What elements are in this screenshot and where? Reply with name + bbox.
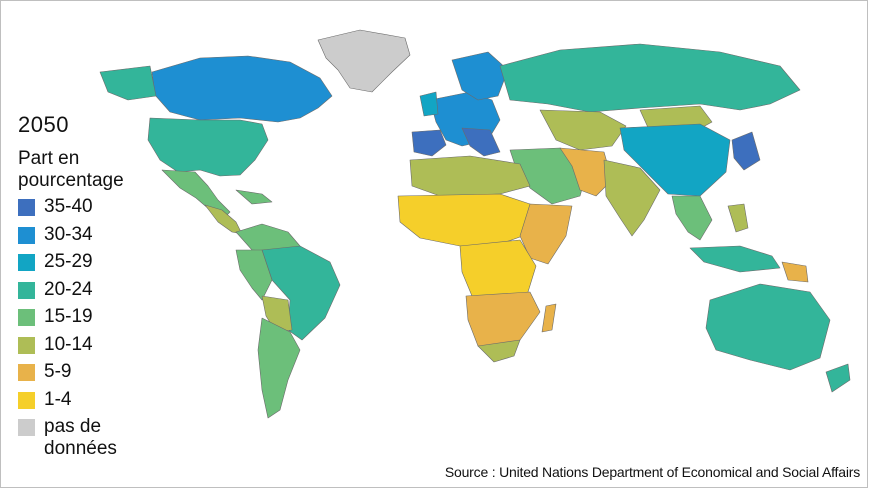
legend-title: Part en pourcentage: [18, 148, 124, 191]
region-india: [603, 159, 661, 237]
legend-year: 2050: [18, 112, 69, 137]
region-caribbean: [235, 189, 273, 205]
region-russia: [499, 43, 801, 113]
region-chile-argentina: [257, 317, 301, 419]
legend-label: pas de données: [44, 416, 117, 459]
legend-item: pas de données: [18, 416, 168, 459]
legend-label: 35-40: [44, 196, 93, 217]
region-philippines: [727, 203, 749, 233]
legend-label: 25-29: [44, 251, 93, 272]
legend-label: 30-34: [44, 223, 93, 245]
region-alaska: [99, 65, 157, 101]
region-canada: [151, 55, 333, 123]
legend-item: 5-9: [18, 361, 168, 389]
region-north-africa: [409, 155, 531, 197]
legend: 2050 Part en pourcentage 35-40 30-34 25-29…: [18, 112, 168, 459]
legend-items: 35-40 30-34 25-29 20-24 15-19 10-14 5-9 1-4 pas …: [18, 196, 168, 459]
region-iberia: [411, 129, 447, 157]
legend-swatch: [18, 391, 35, 409]
region-sahel-west-africa: [397, 193, 541, 247]
legend-label: 15-19: [44, 306, 93, 327]
region-uk: [419, 91, 439, 117]
region-papua: [781, 261, 809, 283]
region-iran-pakistan: [559, 147, 613, 197]
region-madagascar: [541, 303, 557, 333]
legend-swatch: [18, 254, 35, 271]
legend-label: 1-4: [44, 388, 72, 410]
region-central-asia: [539, 109, 627, 151]
legend-item: 20-24: [18, 279, 168, 307]
region-east-africa: [519, 203, 573, 265]
legend-item: 30-34: [18, 224, 168, 252]
region-australia: [705, 283, 831, 371]
legend-item: 25-29: [18, 251, 168, 279]
legend-swatch: [18, 364, 35, 381]
region-brazil: [261, 245, 341, 341]
legend-item: 35-40: [18, 196, 168, 224]
source-note: Source : United Nations Department of Ec…: [444, 464, 860, 480]
region-southeast-asia: [671, 195, 713, 241]
legend-item: 10-14: [18, 334, 168, 362]
legend-label: 5-9: [44, 361, 72, 382]
region-usa: [147, 117, 269, 177]
legend-swatch: [18, 336, 35, 354]
region-south-africa: [477, 339, 521, 363]
region-scandinavia: [451, 51, 509, 101]
region-central-africa: [459, 239, 537, 301]
region-andes: [235, 249, 273, 301]
region-japan-korea: [731, 131, 761, 171]
region-italy-balkans: [461, 127, 501, 157]
region-indonesia: [689, 245, 781, 273]
legend-swatch: [18, 309, 35, 326]
region-greenland: [317, 29, 411, 93]
legend-label: 20-24: [44, 278, 93, 300]
legend-swatch: [18, 226, 35, 244]
legend-item: 15-19: [18, 306, 168, 334]
legend-label: 10-14: [44, 333, 93, 355]
legend-item: 1-4: [18, 389, 168, 417]
legend-swatch: [18, 419, 35, 436]
legend-swatch: [18, 199, 35, 216]
legend-swatch: [18, 281, 35, 299]
region-new-zealand: [825, 363, 851, 393]
